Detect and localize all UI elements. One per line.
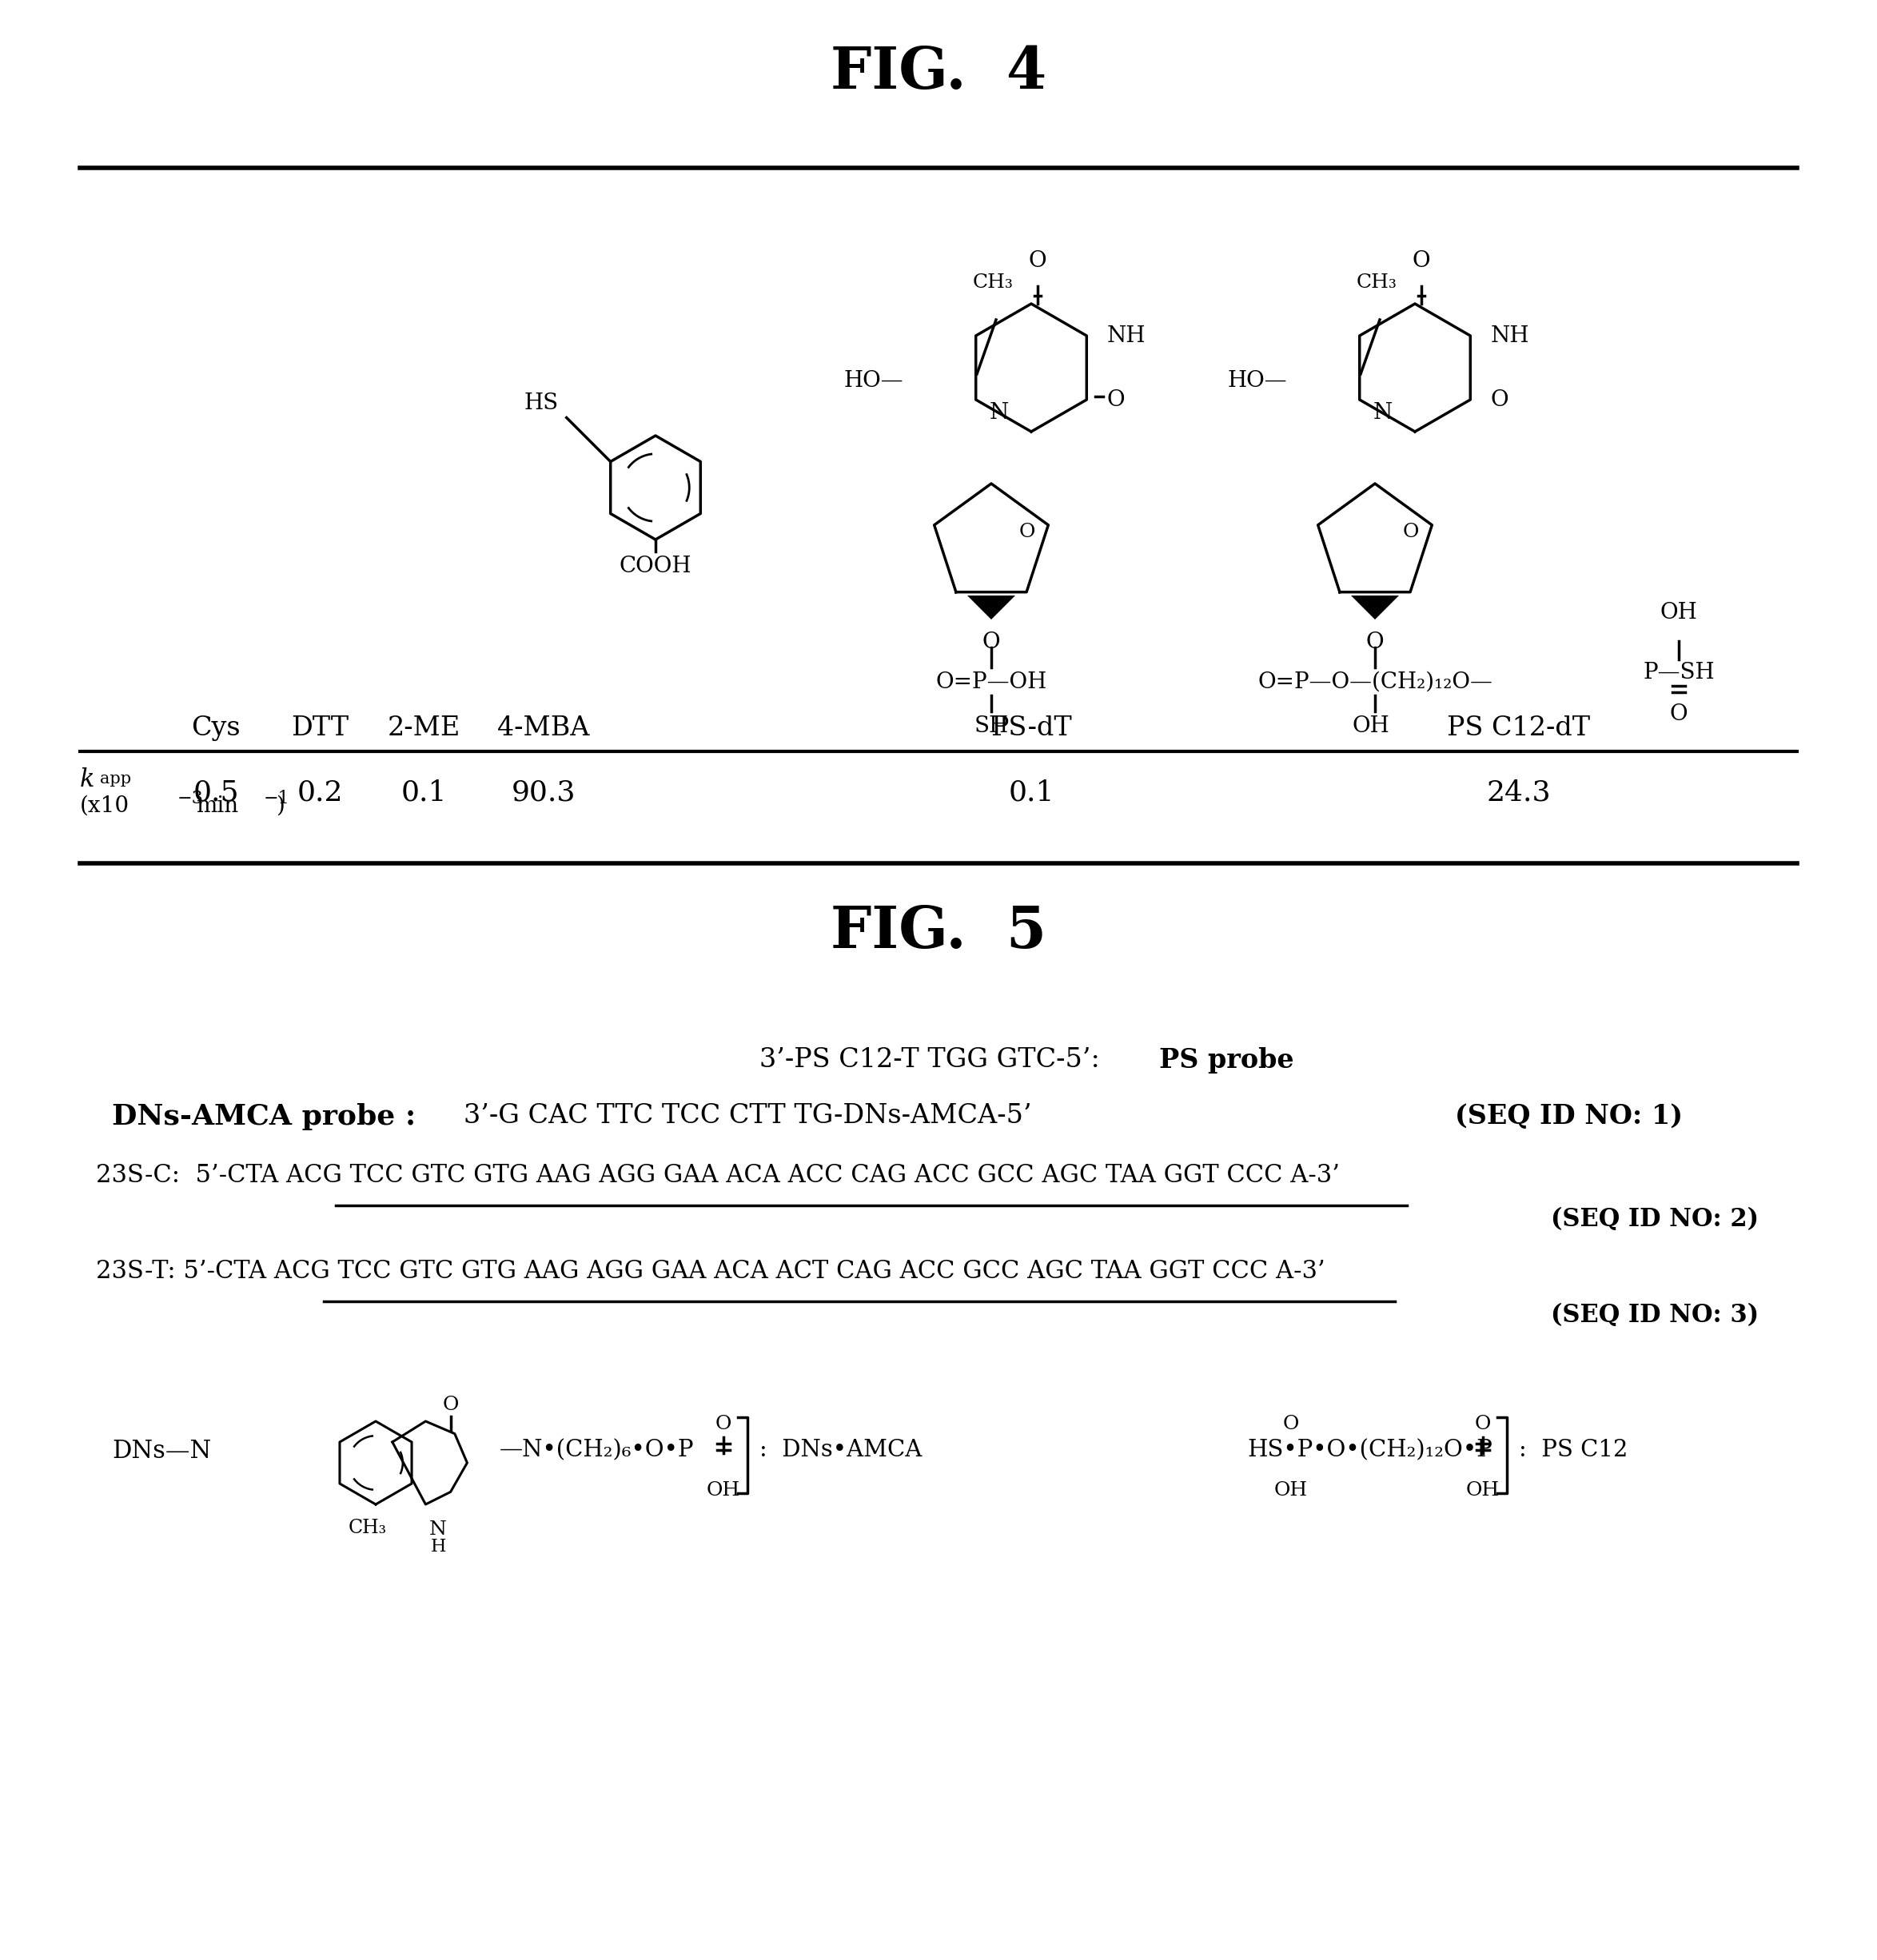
Text: HS•P•O•(CH₂)₁₂O•P: HS•P•O•(CH₂)₁₂O•P [1246, 1439, 1492, 1462]
Text: O: O [1366, 631, 1383, 653]
Text: O: O [443, 1396, 458, 1413]
Text: O: O [1475, 1415, 1490, 1433]
Text: N: N [1374, 402, 1393, 423]
Text: O: O [1671, 704, 1687, 725]
Text: PS C12-dT: PS C12-dT [1447, 715, 1590, 741]
Text: OH: OH [1274, 1482, 1308, 1499]
Polygon shape [1351, 596, 1398, 619]
Text: 2-ME: 2-ME [387, 715, 460, 741]
Text: 3’-G CAC TTC TCC CTT TG-DNs-AMCA-5’: 3’-G CAC TTC TCC CTT TG-DNs-AMCA-5’ [464, 1103, 1032, 1129]
Text: app: app [99, 772, 131, 786]
Text: COOH: COOH [619, 555, 693, 576]
Text: CH₃: CH₃ [972, 272, 1014, 292]
Text: min: min [195, 796, 238, 817]
Text: DNs-AMCA probe :: DNs-AMCA probe : [113, 1103, 417, 1131]
Text: 0.1: 0.1 [1008, 780, 1055, 808]
Text: DNs—N: DNs—N [113, 1439, 212, 1464]
Text: 0.1: 0.1 [400, 780, 447, 808]
Text: O: O [1029, 251, 1047, 272]
Text: OH: OH [1659, 602, 1697, 623]
Text: OH: OH [1466, 1482, 1500, 1499]
Text: Cys: Cys [191, 715, 240, 741]
Text: FIG.  5: FIG. 5 [830, 904, 1047, 960]
Text: PS probe: PS probe [1160, 1047, 1293, 1074]
Text: NH: NH [1490, 325, 1530, 347]
Text: k: k [81, 768, 94, 792]
Text: P—SH: P—SH [1642, 662, 1714, 684]
Text: SH: SH [974, 715, 1008, 737]
Text: O=P—O—(CH₂)₁₂O—: O=P—O—(CH₂)₁₂O— [1258, 672, 1492, 694]
Text: HO—: HO— [1228, 370, 1288, 392]
Text: 24.3: 24.3 [1487, 780, 1550, 808]
Text: −3: −3 [178, 790, 205, 808]
Text: CH₃: CH₃ [349, 1519, 387, 1537]
Text: O: O [1490, 388, 1509, 410]
Text: (SEQ ID NO: 2): (SEQ ID NO: 2) [1550, 1207, 1759, 1231]
Text: O: O [1412, 251, 1430, 272]
Text: 90.3: 90.3 [511, 780, 576, 808]
Text: (x10: (x10 [81, 796, 130, 817]
Text: N: N [430, 1521, 447, 1539]
Text: FIG.  4: FIG. 4 [830, 43, 1047, 100]
Text: 23S-T: 5’-CTA ACG TCC GTC GTG AAG AGG GAA ACA ACT CAG ACC GCC AGC TAA GGT CCC A-: 23S-T: 5’-CTA ACG TCC GTC GTG AAG AGG GA… [96, 1258, 1325, 1284]
Text: O: O [1019, 523, 1036, 541]
Text: (SEQ ID NO: 3): (SEQ ID NO: 3) [1550, 1303, 1759, 1327]
Text: HO—: HO— [843, 370, 903, 392]
Text: O: O [1107, 388, 1124, 410]
Text: OH: OH [706, 1482, 740, 1499]
Text: 3’-PS C12-T TGG GTC-5’:: 3’-PS C12-T TGG GTC-5’: [760, 1047, 1117, 1072]
Text: —N•(CH₂)₆•O•P: —N•(CH₂)₆•O•P [499, 1439, 694, 1462]
Text: O: O [1282, 1415, 1299, 1433]
Text: NH: NH [1107, 325, 1147, 347]
Text: :  DNs•AMCA: : DNs•AMCA [760, 1439, 922, 1462]
Polygon shape [967, 596, 1015, 619]
Text: 4-MBA: 4-MBA [497, 715, 589, 741]
Text: 23S-C:  5’-CTA ACG TCC GTC GTG AAG AGG GAA ACA ACC CAG ACC GCC AGC TAA GGT CCC A: 23S-C: 5’-CTA ACG TCC GTC GTG AAG AGG GA… [96, 1162, 1340, 1188]
Text: DTT: DTT [291, 715, 349, 741]
Text: (SEQ ID NO: 1): (SEQ ID NO: 1) [1455, 1103, 1684, 1129]
Text: :  PS C12: : PS C12 [1518, 1439, 1627, 1462]
Text: O: O [982, 631, 1000, 653]
Text: H: H [430, 1539, 447, 1556]
Text: CH₃: CH₃ [1357, 272, 1396, 292]
Text: OH: OH [1351, 715, 1389, 737]
Text: N: N [989, 402, 1010, 423]
Text: 0.5: 0.5 [193, 780, 238, 808]
Text: O=P—OH: O=P—OH [935, 672, 1047, 694]
Text: O: O [1402, 523, 1419, 541]
Text: 0.2: 0.2 [297, 780, 343, 808]
Text: −1: −1 [265, 790, 289, 808]
Text: O: O [715, 1415, 732, 1433]
Text: ): ) [276, 796, 285, 817]
Text: PS-dT: PS-dT [991, 715, 1072, 741]
Text: HS: HS [524, 392, 559, 414]
